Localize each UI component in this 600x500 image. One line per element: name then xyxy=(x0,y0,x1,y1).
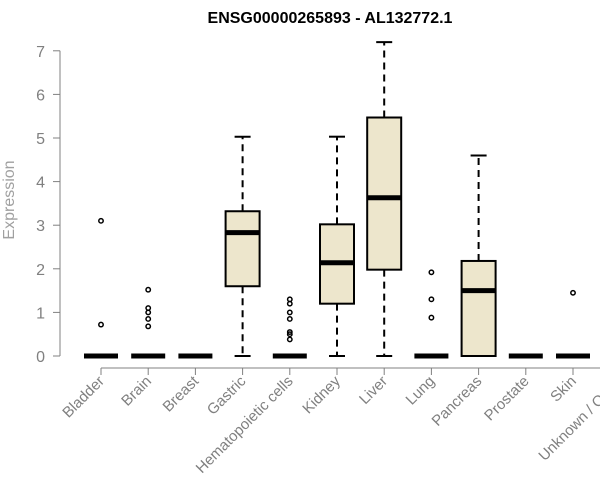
x-tick-label: Pancreas xyxy=(429,373,486,430)
box-group xyxy=(84,217,118,359)
outlier-point xyxy=(286,331,293,338)
outlier-point xyxy=(428,314,435,321)
outlier-point xyxy=(286,336,293,343)
box-group xyxy=(272,296,307,359)
y-tick-label: 5 xyxy=(36,131,45,148)
box-iqr xyxy=(460,259,497,357)
x-tick-label: Bladder xyxy=(59,373,108,422)
y-axis: 0 1 2 3 4 5 6 7 xyxy=(36,44,61,366)
x-tick-label: Kidney xyxy=(299,372,344,417)
x-tick-label: Skin xyxy=(547,373,580,406)
box-group xyxy=(319,135,355,357)
outlier-point xyxy=(145,286,152,293)
x-tick-label: Brain xyxy=(118,373,155,410)
x-tick-label: Gastric xyxy=(204,372,250,418)
chart-title: ENSG00000265893 - AL132772.1 xyxy=(208,10,453,27)
y-tick-label: 3 xyxy=(36,218,45,235)
x-tick-label: Lung xyxy=(403,373,439,409)
outlier-point xyxy=(145,323,152,330)
x-tick-label: Prostate xyxy=(481,373,533,425)
x-tick-label: Breast xyxy=(160,372,203,415)
y-tick-label: 1 xyxy=(36,305,45,322)
box-group xyxy=(131,286,166,359)
y-axis-label: Expression xyxy=(1,160,18,239)
y-tick-label: 7 xyxy=(36,44,45,61)
outlier-point xyxy=(145,315,152,322)
y-tick-label: 0 xyxy=(36,349,45,366)
outlier-point xyxy=(286,296,293,303)
outlier-point xyxy=(145,305,152,311)
box-iqr xyxy=(366,116,403,271)
y-tick-label: 2 xyxy=(36,262,45,279)
y-tick-label: 4 xyxy=(36,175,45,192)
box-group xyxy=(366,41,403,357)
box-iqr xyxy=(224,210,261,288)
outlier-point xyxy=(98,217,104,224)
outlier-point xyxy=(286,329,293,335)
x-tick-label: Liver xyxy=(356,373,391,408)
box-group xyxy=(224,135,261,357)
y-tick-label: 6 xyxy=(36,87,45,104)
outlier-point xyxy=(428,269,435,276)
box-group xyxy=(460,154,497,357)
outlier-point xyxy=(286,309,293,316)
outlier-point xyxy=(286,315,293,322)
boxes xyxy=(84,41,590,359)
outlier-point xyxy=(98,321,104,328)
box-group xyxy=(556,289,590,359)
outlier-point xyxy=(428,296,435,303)
outlier-point xyxy=(570,289,576,296)
box-group xyxy=(414,269,449,359)
